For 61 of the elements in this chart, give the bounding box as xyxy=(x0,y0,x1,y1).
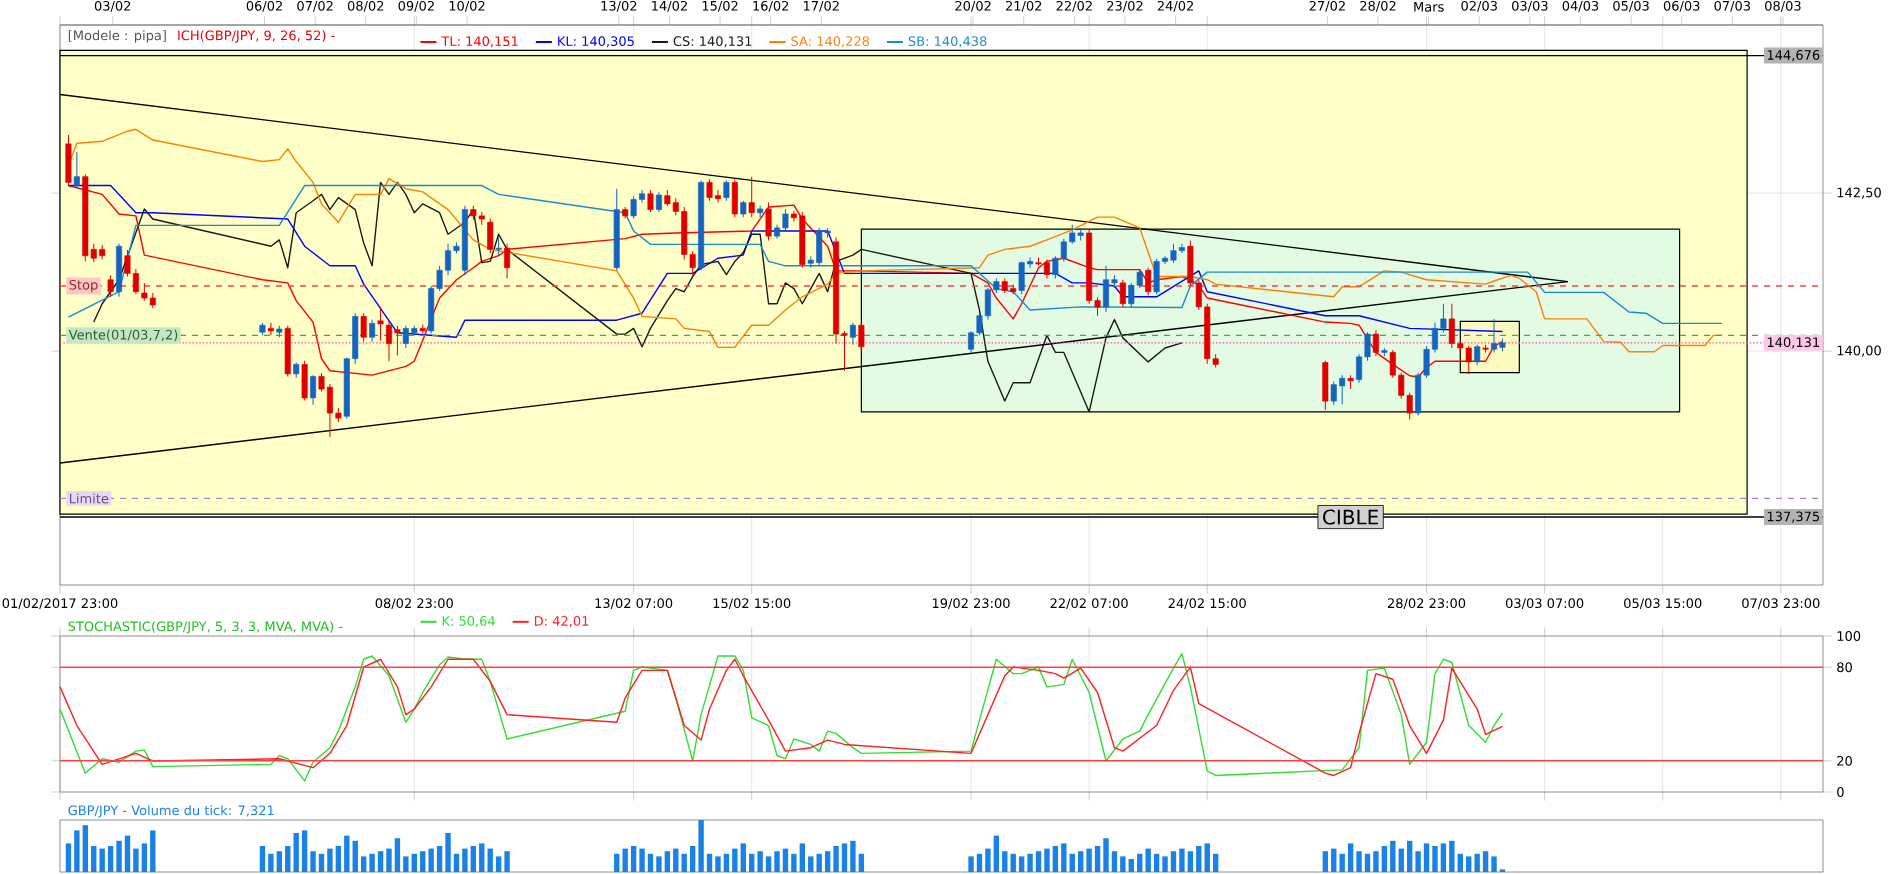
x2-tick-label: 27/02 xyxy=(1309,0,1345,12)
y-tick-label: 140,00 xyxy=(1837,345,1881,357)
x2-tick-label: 21/02 xyxy=(1005,0,1042,12)
y-tick-label: 20 xyxy=(1837,755,1852,766)
x2-tick-label: 20/02 xyxy=(955,0,991,12)
y-tick-label: 100 xyxy=(1837,631,1861,641)
y-tick-label: 142,50 xyxy=(1837,187,1881,199)
x-tick-label: 03/03 07:00 xyxy=(1505,598,1584,610)
x2-tick-label: 23/02 xyxy=(1107,0,1143,12)
x2-tick-label: 05/03 xyxy=(1613,0,1649,12)
x-tick-label: 08/02 23:00 xyxy=(375,598,453,610)
legend-label: D: 42,01 xyxy=(534,616,589,628)
legend-label: KL: 140,305 xyxy=(558,36,634,48)
x2-tick-label: 07/02 xyxy=(297,0,333,12)
legend-label: K: 50,64 xyxy=(442,616,495,628)
ref-line-label: Limite xyxy=(69,493,109,504)
y-tick-label: 80 xyxy=(1837,662,1852,673)
x2-tick-label: 06/03 xyxy=(1663,0,1700,12)
x-tick-label: 05/03 15:00 xyxy=(1624,598,1702,610)
y-tick-label: 0 xyxy=(1837,787,1844,797)
text: CS: 140,131 xyxy=(673,36,752,48)
annotation: CIBLE xyxy=(1323,509,1379,525)
x2-tick-label: 24/02 xyxy=(1157,0,1194,12)
text: TL: 140,151 xyxy=(441,36,518,48)
x-tick-label: 15/02 15:00 xyxy=(713,598,791,610)
ref-line-label: 144,676 xyxy=(1767,50,1820,62)
legend-label: SB: 140,438 xyxy=(908,36,987,48)
x-tick-label: 19/02 23:00 xyxy=(932,598,1010,610)
x-tick-label: 13/02 07:00 xyxy=(595,598,673,610)
x2-tick-label: 07/03 xyxy=(1714,0,1750,12)
ref-line-label: Vente(01/03,7,2) xyxy=(68,329,178,342)
x2-tick-label: 16/02 xyxy=(753,0,789,12)
x2-tick-label: 22/02 xyxy=(1056,0,1092,12)
ref-line-label: Stop xyxy=(69,279,98,293)
x-tick-label: 01/02/2017 23:00 xyxy=(2,598,118,610)
ref-line-label: 137,375 xyxy=(1767,511,1820,523)
x2-tick-label: Mars xyxy=(1414,2,1444,12)
x2-tick-label: 15/02 xyxy=(702,0,738,12)
chart-subtitle: ICH(GBP/JPY, 9, 26, 52) - xyxy=(178,30,335,43)
x2-tick-label: 03/03 xyxy=(1511,0,1548,12)
x2-tick-label: 02/03 xyxy=(1461,0,1497,12)
chart-title: GBP/JPY - Volume du tick: 7,321 xyxy=(68,805,274,818)
chart-title: [Modele : pipa] xyxy=(68,30,166,43)
text: SA: 140,228 xyxy=(791,36,870,48)
x2-tick-label: 06/02 xyxy=(246,0,282,12)
x2-tick-label: 17/02 xyxy=(803,0,839,12)
x-tick-label: 28/02 23:00 xyxy=(1387,598,1466,610)
ref-line-label: 140,131 xyxy=(1767,337,1819,349)
chart-title: STOCHASTIC(GBP/JPY, 5, 3, 3, MVA, MVA) - xyxy=(68,621,343,634)
x2-tick-label: 09/02 xyxy=(398,0,434,12)
x-tick-label: 07/03 23:00 xyxy=(1742,598,1820,610)
x2-tick-label: 04/03 xyxy=(1562,0,1599,12)
x2-tick-label: 03/02 xyxy=(94,0,131,12)
x-tick-label: 24/02 15:00 xyxy=(1168,598,1246,610)
x2-tick-label: 13/02 xyxy=(601,0,637,12)
x2-tick-label: 10/02 xyxy=(449,0,485,12)
x2-tick-label: 28/02 xyxy=(1360,0,1396,12)
x2-tick-label: 08/03 xyxy=(1765,0,1801,12)
x2-tick-label: 14/02 xyxy=(652,0,687,12)
x-tick-label: 22/02 07:00 xyxy=(1050,598,1128,610)
x2-tick-label: 08/02 xyxy=(347,0,384,12)
